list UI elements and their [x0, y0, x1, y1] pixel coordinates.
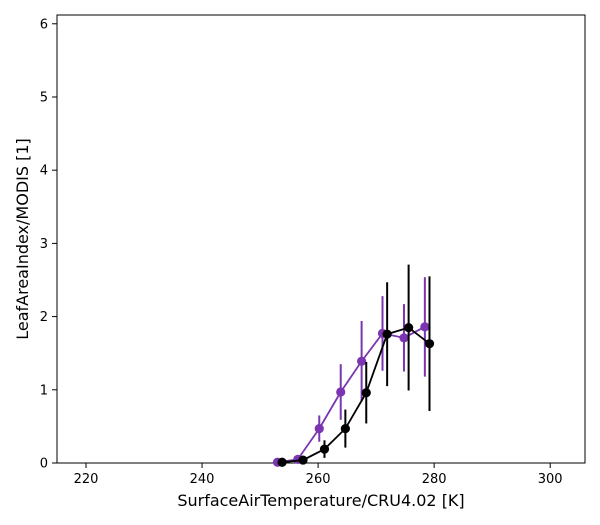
x-tick-label: 300	[538, 472, 563, 487]
y-tick-label: 3	[40, 237, 48, 252]
series-1	[272, 277, 430, 467]
x-tick-label: 280	[422, 472, 447, 487]
y-tick-label: 5	[40, 90, 48, 105]
x-axis-label: SurfaceAirTemperature/CRU4.02 [K]	[177, 491, 464, 510]
data-point	[361, 388, 371, 398]
x-tick-label: 240	[190, 472, 215, 487]
data-point	[404, 322, 414, 333]
data-point	[382, 329, 392, 339]
data-point	[424, 339, 435, 349]
y-tick-label: 0	[40, 457, 48, 472]
y-tick-label: 1	[40, 383, 48, 398]
data-point	[420, 322, 430, 332]
data-point	[357, 356, 367, 366]
x-tick-label: 220	[74, 472, 99, 487]
series-2	[277, 264, 435, 467]
data-point	[336, 387, 346, 397]
data-point	[399, 333, 409, 343]
data-point	[319, 444, 330, 454]
data-point	[314, 423, 324, 434]
y-tick-label: 6	[40, 17, 48, 32]
data-point	[277, 457, 287, 467]
x-axis: 220 240 260 280 300	[74, 463, 563, 487]
y-axis-label: LeafAreaIndex/MODIS [1]	[13, 138, 32, 340]
plot-area	[56, 14, 586, 464]
x-tick-label: 260	[306, 472, 331, 487]
y-tick-label: 4	[40, 164, 48, 179]
y-tick-label: 2	[40, 310, 48, 325]
data-point	[340, 423, 350, 434]
series-layer	[272, 264, 435, 467]
data-point	[298, 455, 308, 465]
y-axis: 0 1 2 3 4 5 6	[40, 17, 57, 472]
